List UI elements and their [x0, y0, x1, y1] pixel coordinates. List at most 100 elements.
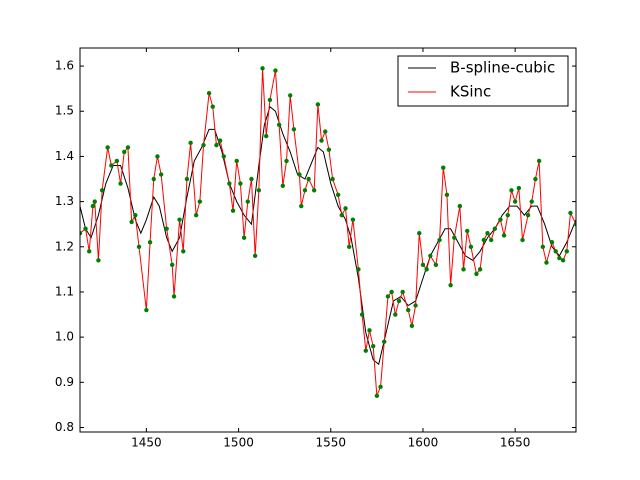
data-point	[441, 165, 446, 170]
data-point	[125, 145, 131, 150]
y-tick-label: 1.3	[55, 194, 74, 208]
data-point	[280, 183, 286, 188]
data-point	[488, 237, 494, 243]
data-point	[264, 133, 269, 139]
y-tick-label: 1.4	[55, 149, 74, 163]
data-point	[424, 267, 429, 272]
x-tick-label: 1450	[131, 436, 162, 450]
x-tick-label: 1500	[223, 436, 254, 450]
data-point	[105, 145, 110, 150]
data-point	[151, 176, 156, 182]
data-point	[184, 176, 190, 182]
data-point	[452, 235, 457, 240]
data-point	[406, 307, 411, 313]
data-point	[516, 185, 522, 191]
plot-area	[80, 66, 576, 399]
y-tick-label: 0.8	[55, 420, 74, 434]
data-point	[481, 237, 487, 243]
data-point	[330, 176, 335, 182]
data-point	[230, 208, 236, 213]
legend-label: B-spline-cubic	[450, 59, 555, 77]
data-point	[485, 231, 490, 236]
data-point	[378, 384, 383, 390]
data-point	[505, 212, 510, 218]
data-point	[164, 226, 169, 231]
data-point	[99, 188, 105, 193]
data-point	[564, 249, 569, 254]
data-point	[221, 154, 227, 159]
data-point	[509, 188, 514, 193]
legend-box	[397, 55, 569, 107]
data-point	[553, 249, 558, 254]
data-point	[400, 289, 405, 295]
data-point	[171, 294, 177, 299]
data-point	[276, 122, 282, 128]
data-point	[90, 203, 96, 209]
data-point	[474, 271, 479, 277]
data-point	[501, 233, 507, 238]
data-point	[374, 393, 380, 399]
y-tick-label: 1.6	[55, 59, 74, 73]
data-point	[520, 237, 525, 243]
data-point	[347, 244, 352, 249]
data-point	[177, 217, 182, 222]
data-point	[339, 212, 345, 218]
y-tick-label: 1.1	[55, 284, 74, 298]
data-point	[549, 240, 555, 245]
data-point	[448, 282, 453, 288]
data-point	[181, 249, 186, 254]
data-point	[201, 142, 206, 148]
data-point	[241, 235, 247, 240]
data-point	[477, 267, 483, 272]
data-point	[214, 142, 219, 148]
data-point	[465, 228, 470, 234]
data-point	[297, 172, 302, 177]
y-tick-label: 0.9	[55, 375, 74, 389]
legend-label: KSinc	[450, 83, 491, 101]
data-point	[288, 93, 293, 98]
data-point	[437, 237, 442, 243]
data-point	[573, 221, 576, 227]
data-point	[129, 219, 134, 225]
data-point	[217, 138, 223, 143]
data-point	[302, 188, 308, 193]
data-point	[319, 138, 324, 143]
y-tick-label: 1.2	[55, 239, 74, 253]
data-point	[210, 104, 215, 109]
data-point	[385, 294, 391, 299]
data-point	[350, 217, 356, 222]
data-point	[169, 262, 175, 268]
data-point	[533, 176, 538, 182]
data-point	[326, 147, 332, 152]
data-point	[382, 339, 387, 344]
data-point	[80, 231, 83, 236]
data-point	[363, 348, 368, 353]
data-point	[299, 203, 304, 209]
data-point	[83, 226, 88, 231]
data-point	[122, 149, 127, 155]
data-point	[356, 267, 361, 272]
data-point	[206, 90, 212, 96]
data-point	[245, 199, 250, 204]
data-point	[512, 199, 518, 204]
data-point	[96, 258, 101, 263]
data-point	[409, 323, 415, 329]
data-point	[147, 240, 153, 245]
x-tick-label: 1550	[315, 436, 346, 450]
data-point	[413, 303, 418, 308]
data-point	[158, 172, 164, 177]
data-point	[260, 66, 265, 71]
data-point	[389, 289, 394, 295]
plot-frame	[79, 47, 577, 433]
data-point	[92, 199, 97, 204]
data-point	[155, 154, 160, 159]
data-point	[417, 231, 422, 236]
data-point	[311, 188, 317, 193]
data-point	[525, 212, 531, 218]
data-point	[238, 181, 243, 186]
data-point	[468, 244, 474, 249]
data-point	[136, 244, 142, 249]
data-point	[227, 181, 232, 186]
data-point	[114, 158, 120, 164]
